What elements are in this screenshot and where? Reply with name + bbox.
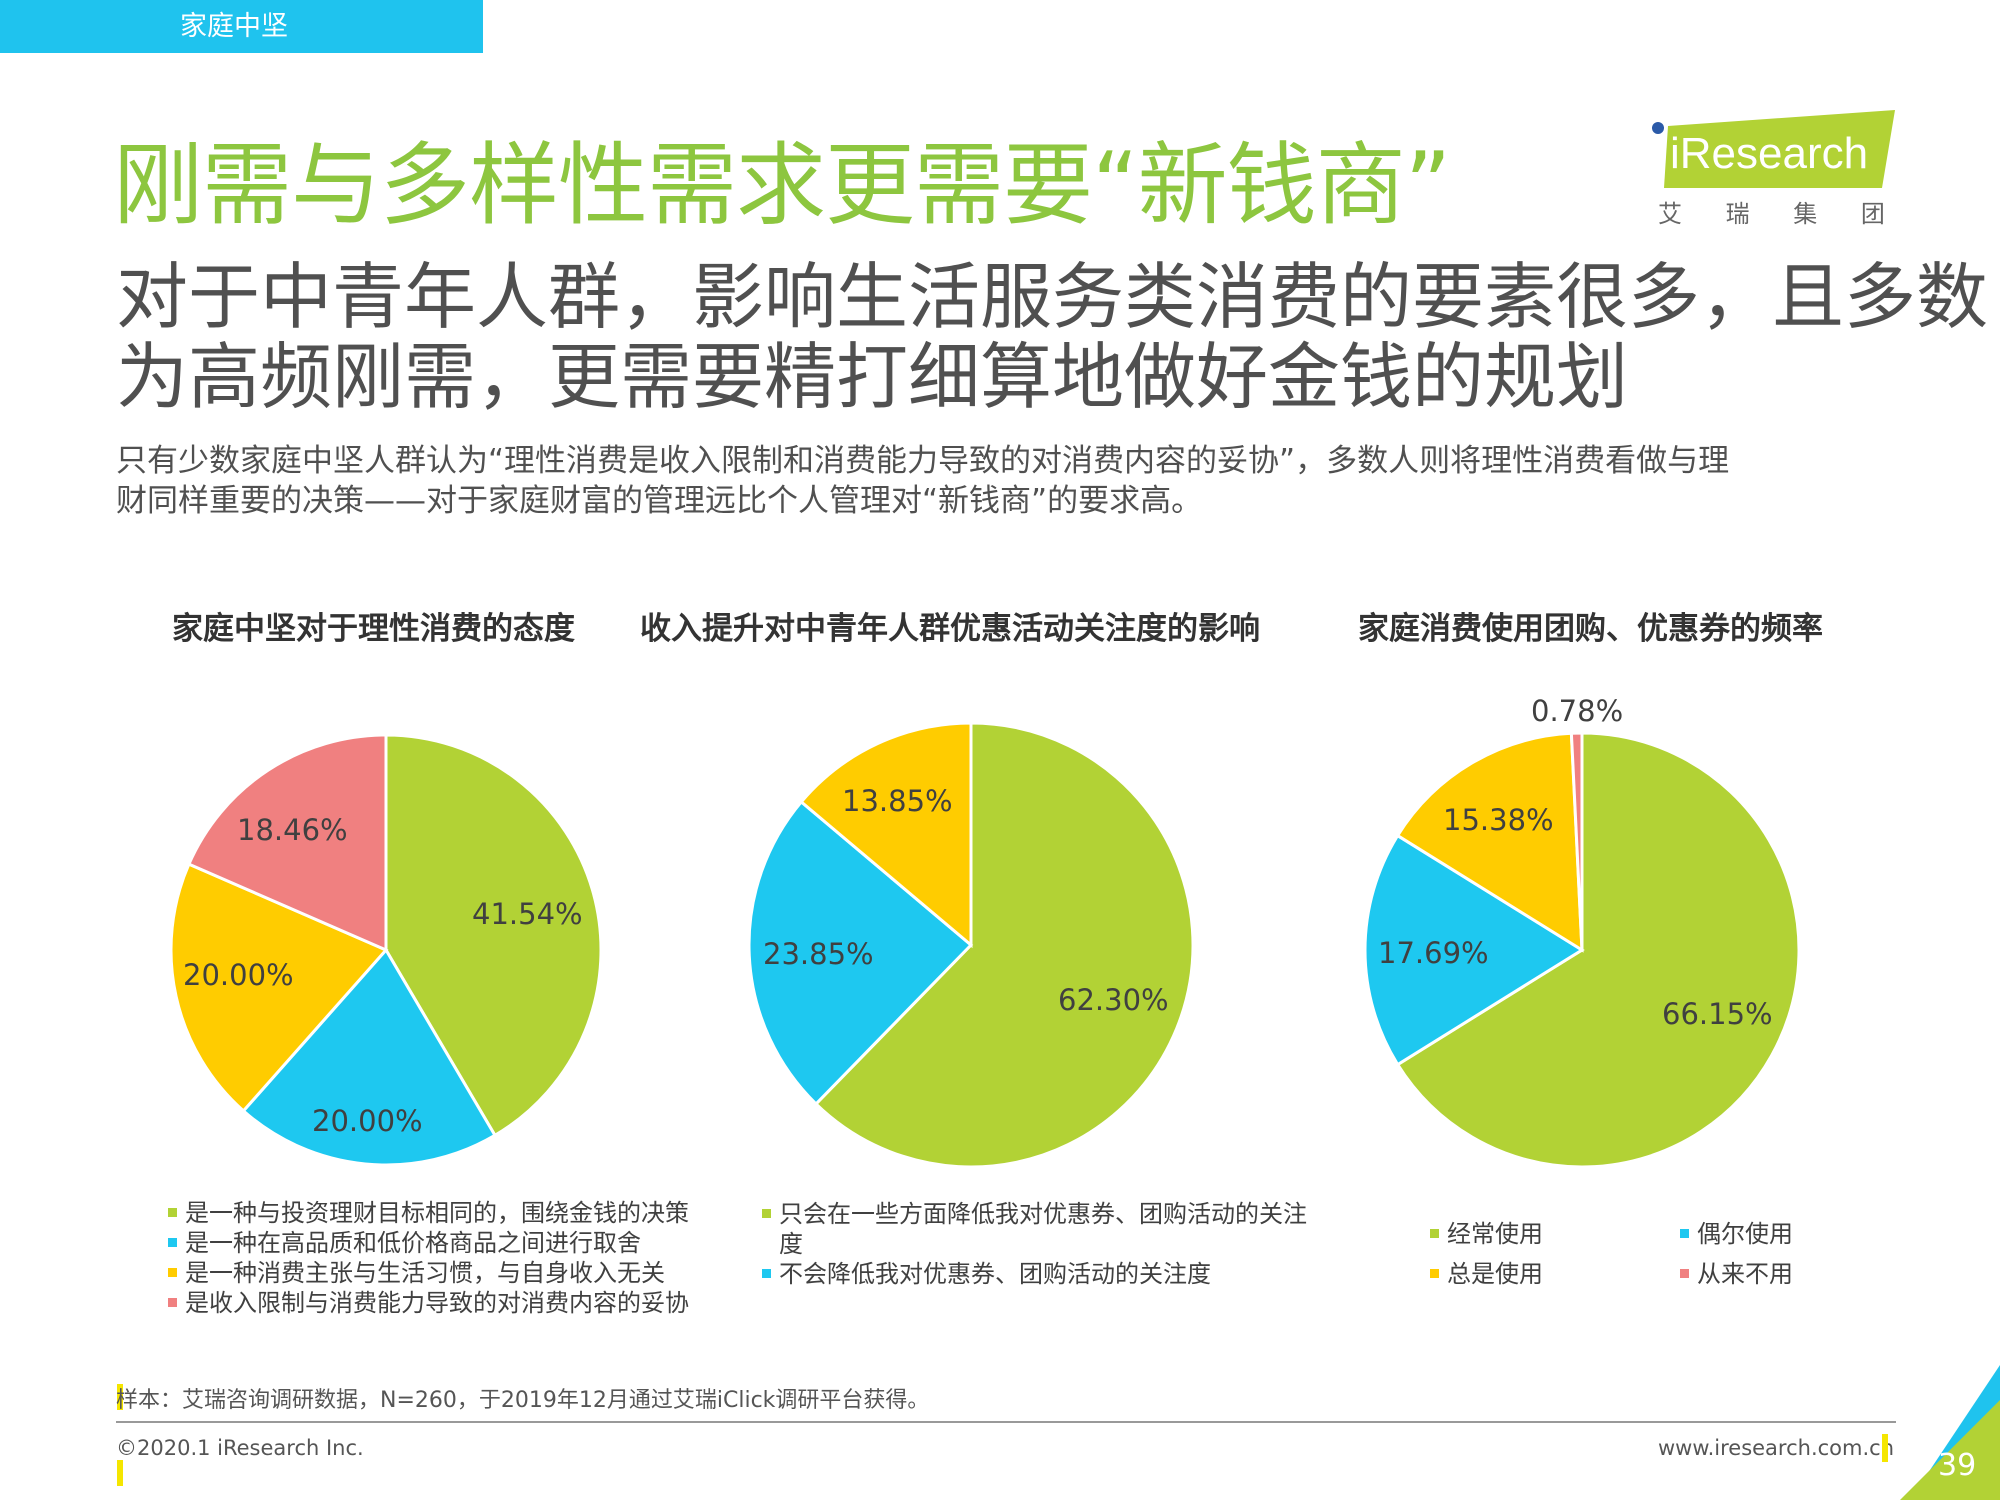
website-link[interactable]: www.iresearch.com.cn bbox=[1658, 1436, 1895, 1460]
legend-label: 总是使用 bbox=[1447, 1260, 1543, 1288]
legend-label: 是一种与投资理财目标相同的，围绕金钱的决策 bbox=[185, 1199, 689, 1227]
pie-slice bbox=[1363, 833, 1585, 1067]
legend-swatch-green bbox=[1430, 1228, 1439, 1238]
legend-label: 是一种在高品质和低价格商品之间进行取舍 bbox=[185, 1229, 641, 1257]
legend-label: 只会在一些方面降低我对优惠券、团购活动的关注 bbox=[779, 1200, 1307, 1228]
yellow-marker bbox=[1882, 1434, 1888, 1462]
legend-item-continuation: 度 bbox=[762, 1229, 1307, 1259]
page-number: 39 bbox=[1938, 1448, 1977, 1483]
subtitle-line-2: 为高频刚需，更需要精打细算地做好金钱的规划 bbox=[116, 335, 1629, 419]
pie-chart-3 bbox=[1363, 731, 1801, 1169]
pie-slice bbox=[1395, 731, 1584, 953]
description-line-2: 财同样重要的决策——对于家庭财富的管理远比个人管理对“新钱商”的要求高。 bbox=[116, 483, 1203, 519]
pie-slice bbox=[799, 721, 973, 949]
legend-label: 是一种消费主张与生活习惯，与自身收入无关 bbox=[185, 1259, 665, 1287]
chart-2-title: 收入提升对中青年人群优惠活动关注度的影响 bbox=[640, 611, 1260, 647]
subtitle-line-1: 对于中青年人群，影响生活服务类消费的要素很多，且多数 bbox=[116, 255, 1989, 339]
data-label-chart2-yellow: 13.85% bbox=[842, 784, 953, 818]
legend-label: 经常使用 bbox=[1447, 1220, 1543, 1248]
corner-green-shape bbox=[1900, 1400, 2000, 1500]
page-title: 刚需与多样性需求更需要“新钱商” bbox=[113, 133, 1451, 238]
legend-item: 从来不用 bbox=[1680, 1259, 1793, 1289]
data-label-chart2-blue: 23.85% bbox=[763, 937, 874, 971]
pie-slice bbox=[1395, 731, 1801, 1169]
yellow-marker bbox=[117, 1384, 123, 1410]
pie-slice bbox=[241, 947, 498, 1167]
legend-label: 不会降低我对优惠券、团购活动的关注度 bbox=[779, 1260, 1211, 1288]
pie-slice bbox=[747, 799, 974, 1107]
legend-swatch-yellow bbox=[168, 1267, 177, 1277]
section-tab: 家庭中坚 bbox=[0, 0, 483, 53]
data-label-chart1-yellow: 20.00% bbox=[183, 958, 294, 992]
data-label-chart3-green: 66.15% bbox=[1662, 997, 1773, 1031]
yellow-marker bbox=[117, 1460, 123, 1486]
legend-chart-1: 是一种与投资理财目标相同的，围绕金钱的决策 是一种在高品质和低价格商品之间进行取… bbox=[168, 1198, 689, 1318]
logo-cn-text: 艾 瑞 集 团 bbox=[1658, 200, 1900, 228]
description-line-1: 只有少数家庭中坚人群认为“理性消费是收入限制和消费能力导致的对消费内容的妥协”，… bbox=[116, 443, 1730, 479]
legend-item: 是收入限制与消费能力导致的对消费内容的妥协 bbox=[168, 1288, 689, 1318]
legend-label: 偶尔使用 bbox=[1697, 1220, 1793, 1248]
chart-1-title: 家庭中坚对于理性消费的态度 bbox=[172, 611, 575, 647]
legend-swatch-pink bbox=[168, 1297, 177, 1307]
data-label-chart2-green: 62.30% bbox=[1058, 983, 1169, 1017]
legend-item: 总是使用 bbox=[1430, 1259, 1543, 1289]
pie-slice bbox=[813, 721, 1195, 1169]
legend-item: 不会降低我对优惠券、团购活动的关注度 bbox=[762, 1259, 1307, 1289]
legend-swatch-green bbox=[168, 1207, 177, 1217]
iresearch-logo: iResearch 艾 瑞 集 团 bbox=[1650, 104, 1900, 234]
data-label-chart3-pink: 0.78% bbox=[1531, 694, 1624, 728]
legend-swatch-green bbox=[762, 1208, 771, 1218]
legend-swatch-pink bbox=[1680, 1268, 1689, 1278]
data-label-chart3-blue: 17.69% bbox=[1378, 936, 1489, 970]
legend-item: 只会在一些方面降低我对优惠券、团购活动的关注 bbox=[762, 1199, 1307, 1229]
legend-item: 是一种消费主张与生活习惯，与自身收入无关 bbox=[168, 1258, 689, 1288]
legend-swatch-yellow bbox=[1430, 1268, 1439, 1278]
data-label-chart1-blue: 20.00% bbox=[312, 1104, 423, 1138]
data-label-chart1-green: 41.54% bbox=[472, 897, 583, 931]
pie-slice bbox=[384, 733, 603, 1138]
chart-3-title: 家庭消费使用团购、优惠券的频率 bbox=[1358, 611, 1823, 647]
copyright: ©2020.1 iResearch Inc. bbox=[116, 1436, 364, 1460]
corner-decoration bbox=[1900, 1365, 2000, 1500]
pie-slice bbox=[186, 733, 388, 953]
pie-slice bbox=[1569, 731, 1584, 951]
logo-green-parallelogram bbox=[1664, 110, 1895, 188]
pie-chart-1 bbox=[169, 733, 603, 1167]
legend-item: 经常使用 bbox=[1430, 1219, 1543, 1249]
legend-label: 是收入限制与消费能力导致的对消费内容的妥协 bbox=[185, 1289, 689, 1317]
logo-dot bbox=[1652, 122, 1664, 134]
legend-swatch-blue bbox=[762, 1268, 771, 1278]
legend-item: 是一种与投资理财目标相同的，围绕金钱的决策 bbox=[168, 1198, 689, 1228]
legend-label: 度 bbox=[779, 1230, 803, 1258]
sample-note: 样本：艾瑞咨询调研数据，N=260，于2019年12月通过艾瑞iClick调研平… bbox=[116, 1388, 930, 1413]
legend-swatch-blue bbox=[168, 1237, 177, 1247]
legend-swatch-blue bbox=[1680, 1228, 1689, 1238]
pie-slice bbox=[169, 862, 389, 1114]
legend-item: 偶尔使用 bbox=[1680, 1219, 1793, 1249]
data-label-chart1-pink: 18.46% bbox=[237, 813, 348, 847]
logo-brand-text: iResearch bbox=[1670, 129, 1868, 178]
data-label-chart3-yellow: 15.38% bbox=[1443, 803, 1554, 837]
pie-chart-2 bbox=[747, 721, 1195, 1169]
corner-blue-shape bbox=[1910, 1365, 2000, 1500]
footer-divider bbox=[116, 1421, 1896, 1423]
legend-label: 从来不用 bbox=[1697, 1260, 1793, 1288]
legend-chart-2: 只会在一些方面降低我对优惠券、团购活动的关注 度 不会降低我对优惠券、团购活动的… bbox=[762, 1199, 1307, 1289]
legend-item: 是一种在高品质和低价格商品之间进行取舍 bbox=[168, 1228, 689, 1258]
